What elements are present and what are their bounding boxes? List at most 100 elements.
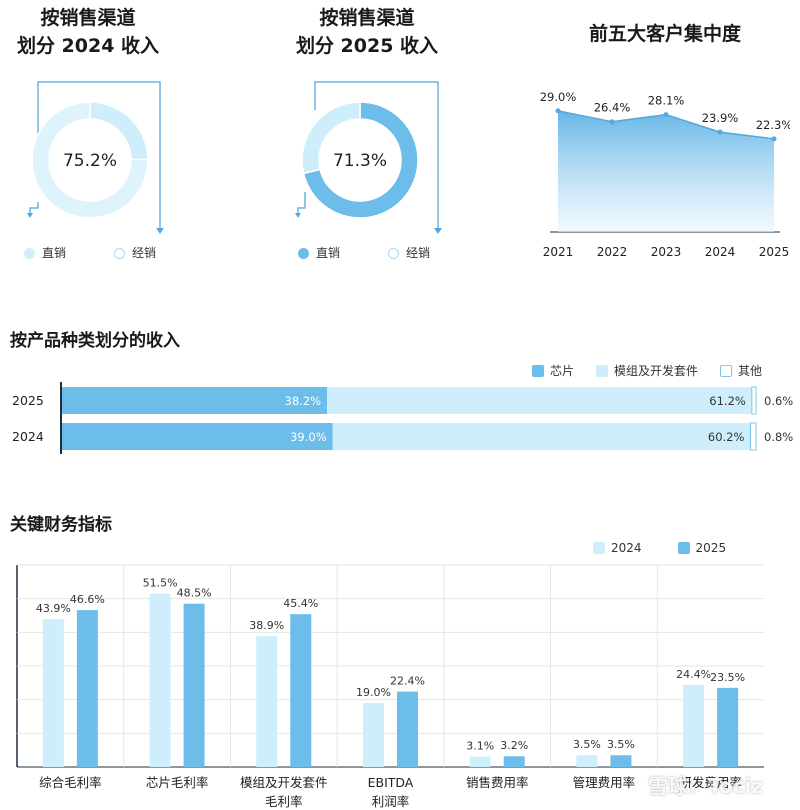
donut-2024-left-bracket [37,81,118,140]
donut-2025-chart: 71.3% [295,81,442,234]
stack-segment-label: 61.2% [709,394,746,408]
donut-2025-arrow [434,228,442,234]
metrics-bar-2025 [76,610,98,767]
legend-label-chip: 芯片 [550,364,575,378]
metrics-bar-2025 [183,603,205,767]
concentration-x-tick: 2024 [705,245,736,259]
concentration-point [771,136,777,142]
donut-2024-small-arrow [29,202,39,215]
metrics-bar-label: 23.5% [710,671,745,684]
legend-swatch-distribution-2025 [388,248,400,259]
watermark: 雪球：Tociz [648,774,764,798]
metrics-category-label: 研发费用率 [679,775,742,790]
metrics-bar-label: 46.6% [70,593,105,606]
stack-segment-label: 60.2% [708,430,745,444]
donut-2024-legend: 直销 经销 [24,244,156,261]
legend-swatch-direct [24,248,35,259]
stack-segment-0 [62,387,328,414]
metrics-category-label: 芯片毛利率 [146,775,209,790]
metrics-bar-2024 [42,619,64,767]
concentration-value-label: 26.4% [594,101,631,115]
metrics-bar-label: 45.4% [283,597,318,610]
metrics-bar-2025 [610,755,632,767]
concentration-title: 前五大客户集中度 [588,23,741,45]
concentration-chart: 29.0% 2021 26.4% 2022 28.1% 2023 23.9% 2024 22.3… [540,90,790,259]
concentration-x-tick: 2025 [759,245,790,259]
product-revenue-legend: 芯片 模组及开发套件 其他 [532,362,762,379]
donut-2024-chart: 75.2% [27,81,164,234]
donut-2024-small-arrowhead [27,213,33,218]
metrics-bar-label: 22.4% [390,675,425,688]
metrics-bar-label: 24.4% [676,668,711,681]
legend-swatch-module [596,364,609,377]
legend-label-other: 其他 [738,364,763,378]
legend-item-module: 模组及开发套件 [596,362,698,379]
legend-item-other: 其他 [720,362,762,379]
metrics-bar-2024 [469,756,491,767]
stack-category-label: 2024 [12,429,44,444]
metrics-bar-2025 [503,756,525,767]
concentration-point [609,119,615,125]
metrics-category-label: 模组及开发套件 [240,775,328,790]
metrics-bar-label: 51.5% [143,577,178,590]
metrics-bar-label: 3.1% [466,740,494,753]
product-revenue-title: 按产品种类划分的收入 [10,331,180,351]
donut-2025-title: 按销售渠道 划分 2025 收入 [287,4,447,60]
metrics-bar-2024 [683,684,705,767]
donut-2024-center-label: 75.2% [63,151,117,171]
donut-2025-title-line2: 划分 2025 收入 [295,35,439,57]
donut-2024-title-line1: 按销售渠道 [40,7,136,29]
stack-segment-1 [332,423,751,450]
metrics-category-label: 管理费用率 [573,775,636,790]
stack-segment-label: 0.8% [764,430,793,444]
legend-label-direct-2025: 直销 [316,246,341,260]
product-revenue-chart: 2025 38.2% 61.2% 0.6% 2024 39.0% 60.2% 0.8% [12,382,793,454]
metrics-category-label: EBITDA [368,775,414,790]
legend-item-2024: 2024 [593,541,642,555]
metrics-bar-2025 [290,614,312,767]
stack-segment-1 [327,387,752,414]
donut-2025-hole [319,119,401,201]
legend-item-chip: 芯片 [532,362,574,379]
legend-swatch-2024 [593,542,605,554]
legend-item-distribution-2025: 经销 [388,244,430,261]
metrics-bar-2025 [717,687,739,767]
donut-2024-arrow [156,228,164,234]
metrics-bar-2024 [256,636,278,767]
legend-label-distribution-2025: 经销 [406,246,431,260]
donut-2024-hole [49,119,131,201]
metrics-category-label-line2: 利润率 [372,794,410,809]
donut-2024-title: 按销售渠道 划分 2024 收入 [8,4,168,60]
stack-segment-label: 0.6% [764,394,793,408]
legend-swatch-distribution [114,248,126,259]
stack-segment-label: 39.0% [290,430,327,444]
metrics-bar-2024 [576,755,598,767]
legend-item-direct-2025: 直销 [298,244,340,261]
donut-2025-small-arrow [297,192,306,215]
concentration-value-label: 23.9% [702,111,739,125]
metrics-bar-label: 38.9% [249,619,284,632]
concentration-x-tick: 2021 [543,245,574,259]
legend-swatch-2025 [677,542,690,554]
legend-label-2024: 2024 [611,541,642,555]
key-metrics-chart: 43.9%46.6% 综合毛利率 51.5%48.5% 芯片毛利率 38.9% 45.4%… [16,564,764,809]
concentration-point [555,108,561,114]
concentration-point [663,112,669,118]
legend-swatch-direct-2025 [298,248,309,259]
metrics-category-label-line2: 毛利率 [265,794,303,809]
donut-2024-title-line2: 划分 2024 收入 [16,35,160,57]
concentration-point [717,129,723,135]
key-metrics-title: 关键财务指标 [10,515,112,535]
legend-item-2025: 2025 [677,541,726,555]
concentration-area [558,110,774,232]
metrics-bar-2025 [397,691,418,767]
stack-category-label: 2025 [12,393,44,408]
donut-2025-legend: 直销 经销 [298,244,430,261]
legend-item-distribution: 经销 [114,244,156,261]
metrics-bar-label: 3.5% [607,738,635,751]
metrics-bar-label: 19.0% [356,686,391,699]
stack-segment-0 [62,423,333,450]
concentration-value-label: 29.0% [540,90,577,104]
donut-2025-left-bracket [314,81,439,230]
donut-2024-right-bracket [118,81,161,230]
